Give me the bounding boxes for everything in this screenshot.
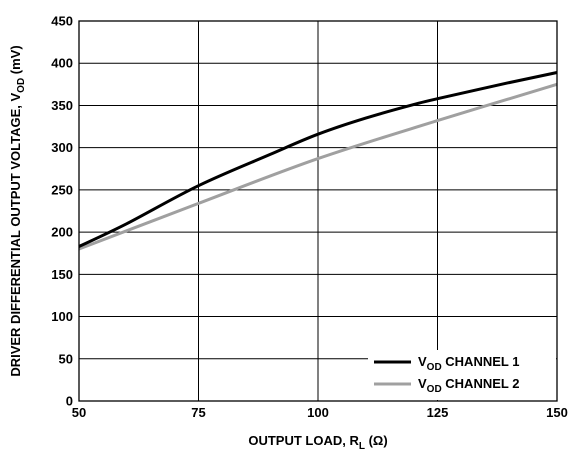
y-tick-label-300: 300 <box>51 140 73 155</box>
legend-label-channel-2: VOD CHANNEL 2 <box>418 376 519 395</box>
y-tick-labels: 0 50 100 150 200 250 300 350 400 450 <box>51 14 73 409</box>
x-tick-label-125: 125 <box>427 405 449 420</box>
legend-label-channel-1: VOD CHANNEL 1 <box>418 354 519 373</box>
y-tick-label-450: 450 <box>51 14 73 29</box>
y-tick-label-150: 150 <box>51 267 73 282</box>
y-tick-label-200: 200 <box>51 225 73 240</box>
y-tick-label-0: 0 <box>66 394 73 409</box>
x-tick-label-100: 100 <box>307 405 329 420</box>
x-axis-title-main: OUTPUT LOAD, R <box>248 433 359 448</box>
y-tick-label-100: 100 <box>51 309 73 324</box>
x-axis-title-suffix: (Ω) <box>365 433 388 448</box>
series-lines <box>78 71 558 251</box>
grid <box>79 21 557 401</box>
y-axis-title-suffix: (mV) <box>8 45 23 78</box>
x-axis-title-subscript: L <box>359 441 365 452</box>
x-tick-label-50: 50 <box>72 405 86 420</box>
y-tick-label-50: 50 <box>59 351 73 366</box>
series-line-channel-1 <box>78 71 558 248</box>
y-tick-label-350: 350 <box>51 98 73 113</box>
x-tick-label-75: 75 <box>191 405 205 420</box>
x-axis-title: OUTPUT LOAD, RL (Ω) <box>248 433 387 452</box>
y-axis-title-subscript: OD <box>16 78 27 93</box>
plot-frame <box>78 20 558 402</box>
y-tick-label-250: 250 <box>51 182 73 197</box>
y-axis-title: DRIVER DIFFERENTIAL OUTPUT VOLTAGE, VOD … <box>8 45 27 376</box>
legend-box <box>368 350 556 400</box>
y-axis-title-main: DRIVER DIFFERENTIAL OUTPUT VOLTAGE, V <box>8 93 23 377</box>
legend: VOD CHANNEL 1 VOD CHANNEL 2 <box>368 350 556 400</box>
x-tick-label-150: 150 <box>546 405 568 420</box>
series-line-channel-2 <box>78 82 558 251</box>
x-tick-labels: 50 75 100 125 150 <box>72 405 568 420</box>
y-tick-label-400: 400 <box>51 56 73 71</box>
